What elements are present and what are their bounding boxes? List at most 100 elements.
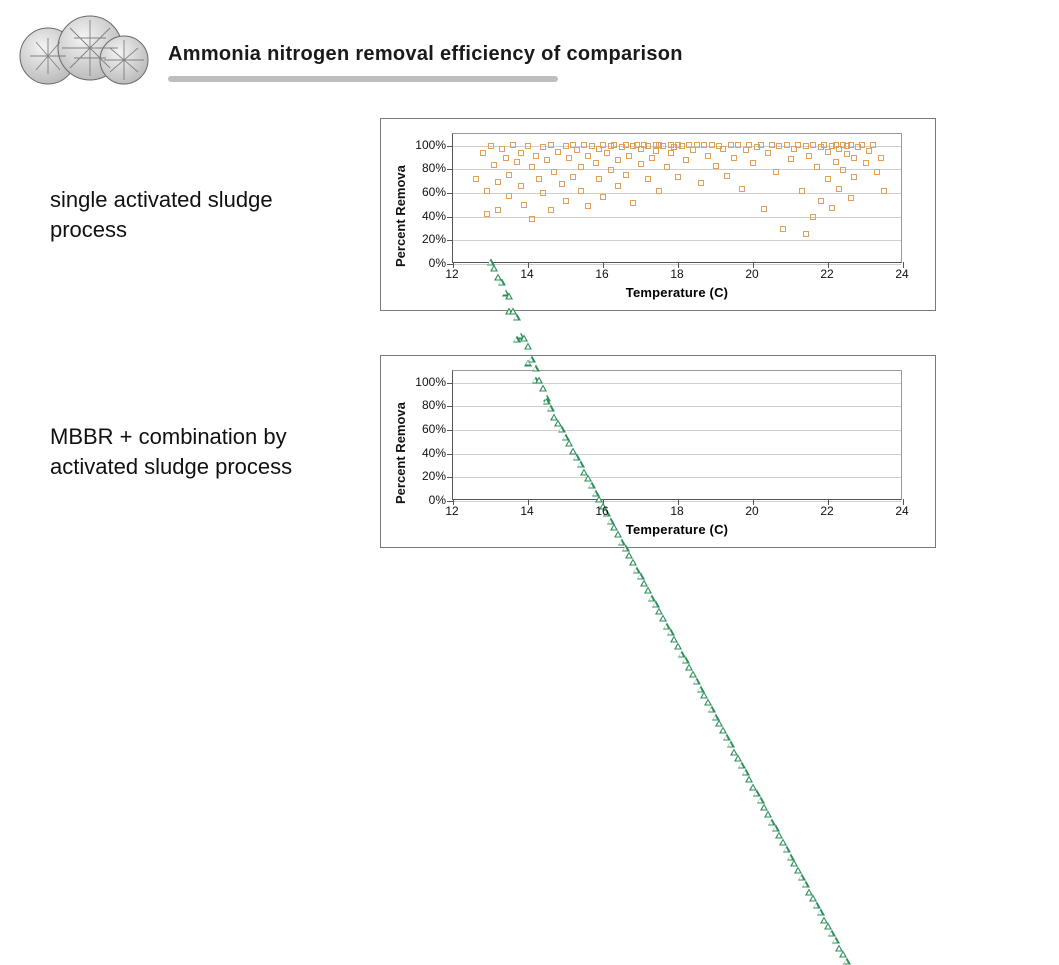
data-point-square <box>818 198 824 204</box>
data-point-square <box>638 161 644 167</box>
data-point-square <box>491 162 497 168</box>
data-point-square <box>656 188 662 194</box>
data-point-triangle <box>682 657 690 664</box>
data-point-triangle <box>832 937 840 944</box>
data-point-square <box>626 153 632 159</box>
data-point-square <box>701 142 707 148</box>
data-point-triangle <box>790 860 798 867</box>
data-point-square <box>615 183 621 189</box>
data-point-triangle <box>809 895 817 902</box>
xlabel-2: Temperature (C) <box>452 522 902 537</box>
data-point-triangle <box>655 608 663 615</box>
data-point-triangle <box>798 874 806 881</box>
data-point-square <box>679 143 685 149</box>
data-point-square <box>611 142 617 148</box>
data-point-square <box>851 174 857 180</box>
data-point-square <box>484 188 490 194</box>
data-point-square <box>784 142 790 148</box>
data-point-square <box>806 153 812 159</box>
data-point-triangle <box>513 314 521 321</box>
data-point-square <box>713 163 719 169</box>
data-point-square <box>566 155 572 161</box>
xlabel-1: Temperature (C) <box>452 285 902 300</box>
yaxis-2: 100%80%60%40%20%0% <box>410 370 452 500</box>
data-point-square <box>506 172 512 178</box>
data-point-triangle <box>693 678 701 685</box>
data-point-square <box>503 155 509 161</box>
data-point-square <box>750 160 756 166</box>
data-point-square <box>795 142 801 148</box>
data-point-triangle <box>659 615 667 622</box>
data-point-square <box>529 216 535 222</box>
data-point-square <box>765 150 771 156</box>
data-point-square <box>836 186 842 192</box>
data-point-triangle <box>524 343 532 350</box>
data-point-square <box>878 155 884 161</box>
data-point-square <box>623 172 629 178</box>
data-point-triangle <box>528 356 536 363</box>
data-point-square <box>833 159 839 165</box>
row-mbbr: MBBR + combination by activated sludge p… <box>50 355 1013 548</box>
data-point-square <box>799 188 805 194</box>
data-point-square <box>870 142 876 148</box>
data-point-triangle <box>839 951 847 958</box>
data-point-square <box>593 160 599 166</box>
data-point-square <box>728 142 734 148</box>
data-point-square <box>484 211 490 217</box>
data-point-square <box>874 169 880 175</box>
data-point-square <box>814 164 820 170</box>
data-point-triangle <box>685 664 693 671</box>
data-point-triangle <box>689 671 697 678</box>
ylabel-1: Percent Remova <box>391 133 410 300</box>
data-point-square <box>521 202 527 208</box>
data-point-square <box>533 153 539 159</box>
data-point-square <box>551 169 557 175</box>
data-point-square <box>803 143 809 149</box>
data-point-square <box>525 143 531 149</box>
data-point-square <box>825 149 831 155</box>
data-point-square <box>563 143 569 149</box>
data-point-square <box>881 188 887 194</box>
data-point-square <box>844 151 850 157</box>
data-point-square <box>866 148 872 154</box>
data-point-triangle <box>734 755 742 762</box>
data-point-triangle <box>520 335 528 342</box>
row-single: single activated sludge process Percent … <box>50 118 1013 311</box>
data-point-triangle <box>547 405 555 412</box>
data-point-square <box>570 174 576 180</box>
title-block: Ammonia nitrogen removal efficiency of c… <box>152 17 1047 82</box>
data-point-triangle <box>745 776 753 783</box>
data-point-square <box>488 143 494 149</box>
data-point-square <box>510 142 516 148</box>
data-point-square <box>709 142 715 148</box>
data-point-triangle <box>802 881 810 888</box>
data-point-triangle <box>539 385 547 392</box>
plot-2 <box>452 370 902 500</box>
content: single activated sludge process Percent … <box>0 90 1059 548</box>
data-point-square <box>559 181 565 187</box>
label-single: single activated sludge process <box>50 185 340 244</box>
data-point-triangle <box>727 741 735 748</box>
data-point-triangle <box>588 482 596 489</box>
data-point-square <box>848 142 854 148</box>
title-underline <box>168 76 558 82</box>
data-point-square <box>518 183 524 189</box>
data-point-square <box>758 142 764 148</box>
data-point-square <box>863 160 869 166</box>
data-point-square <box>840 167 846 173</box>
data-point-square <box>731 155 737 161</box>
data-point-square <box>600 194 606 200</box>
data-point-triangle <box>708 706 716 713</box>
data-point-square <box>694 142 700 148</box>
data-point-square <box>761 206 767 212</box>
data-point-square <box>664 164 670 170</box>
data-point-triangle <box>843 958 851 965</box>
data-point-triangle <box>490 265 498 272</box>
data-point-triangle <box>674 643 682 650</box>
data-point-square <box>514 159 520 165</box>
data-point-square <box>675 174 681 180</box>
data-point-square <box>589 143 595 149</box>
data-point-triangle <box>824 923 832 930</box>
data-point-square <box>480 150 486 156</box>
data-point-triangle <box>622 545 630 552</box>
